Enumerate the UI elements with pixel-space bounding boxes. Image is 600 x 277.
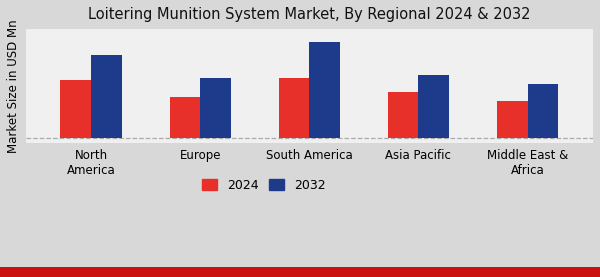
Legend: 2024, 2032: 2024, 2032	[197, 174, 331, 197]
Bar	[61, 79, 91, 138]
Bar	[200, 78, 230, 138]
Bar	[91, 55, 122, 138]
Bar	[309, 42, 340, 138]
Bar	[418, 75, 449, 138]
Bar	[497, 101, 527, 138]
Bar	[170, 97, 200, 138]
Bar	[279, 78, 309, 138]
Bar	[527, 84, 558, 138]
Title: Loitering Munition System Market, By Regional 2024 & 2032: Loitering Munition System Market, By Reg…	[88, 7, 530, 22]
Y-axis label: Market Size in USD Mn: Market Size in USD Mn	[7, 19, 20, 153]
Bar	[388, 92, 418, 138]
